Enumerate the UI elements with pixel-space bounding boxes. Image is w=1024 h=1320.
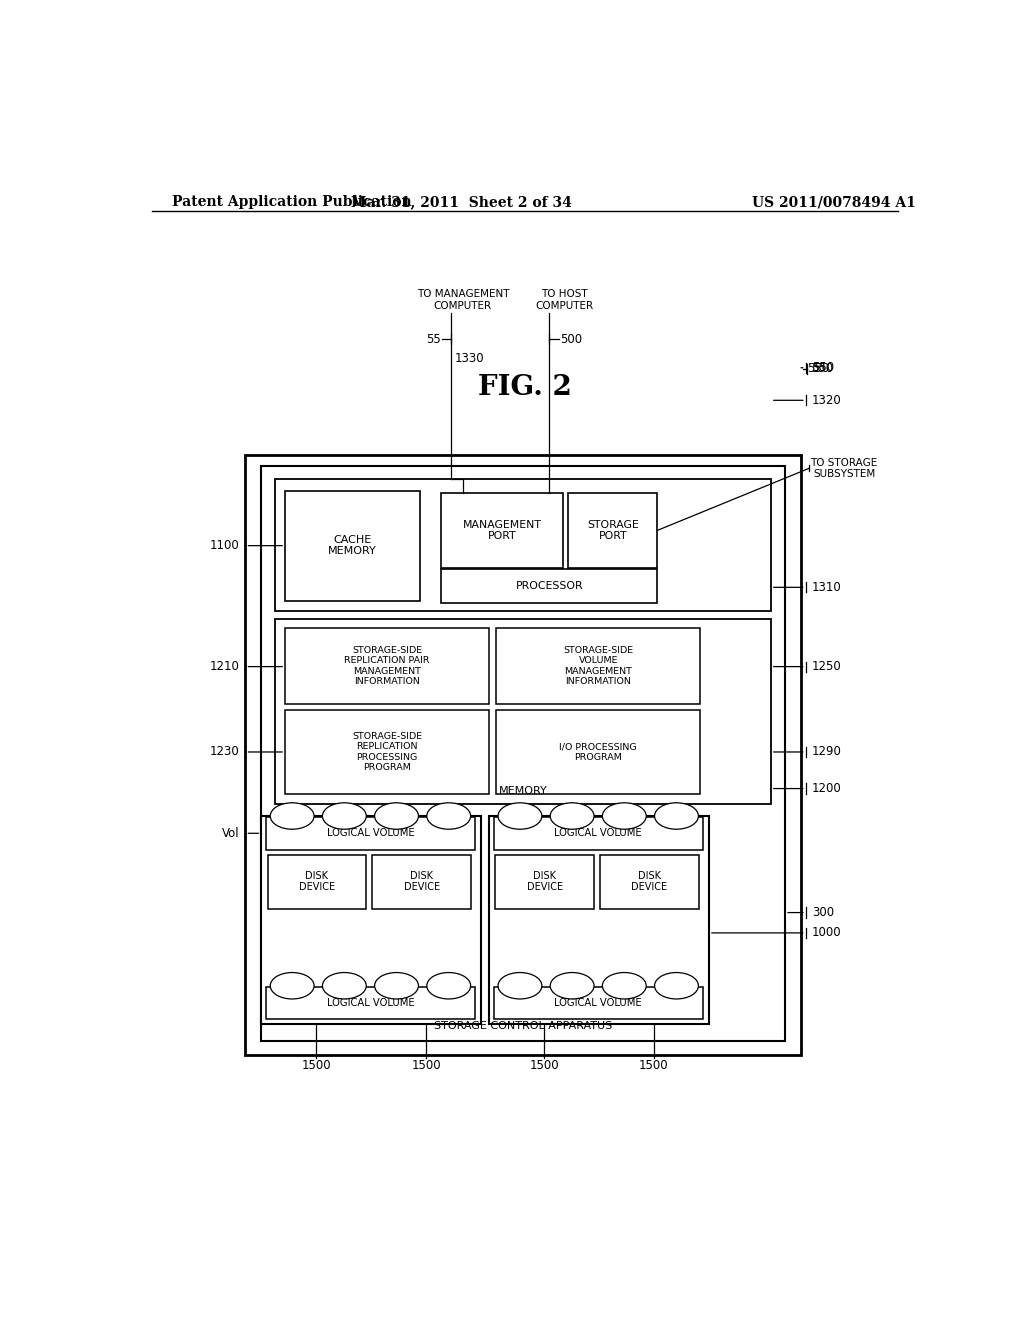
Bar: [261, 466, 785, 1040]
Text: 55: 55: [426, 333, 440, 346]
Text: Patent Application Publication: Patent Application Publication: [172, 195, 412, 209]
Text: 550: 550: [807, 362, 829, 375]
Text: 1500: 1500: [529, 1059, 559, 1072]
Text: STORAGE-SIDE
REPLICATION
PROCESSING
PROGRAM: STORAGE-SIDE REPLICATION PROCESSING PROG…: [352, 731, 422, 772]
Text: DISK
DEVICE: DISK DEVICE: [299, 871, 335, 892]
Text: 550: 550: [812, 362, 835, 375]
Text: PROCESSOR: PROCESSOR: [516, 581, 584, 591]
Bar: [494, 987, 702, 1019]
Ellipse shape: [602, 803, 646, 829]
Bar: [568, 492, 657, 568]
Bar: [285, 491, 420, 601]
Text: TO MANAGEMENT
COMPUTER: TO MANAGEMENT COMPUTER: [417, 289, 509, 312]
Text: 1000: 1000: [812, 927, 842, 940]
Text: 300: 300: [812, 906, 835, 919]
Text: 1100: 1100: [209, 539, 240, 552]
Ellipse shape: [323, 973, 367, 999]
Bar: [496, 854, 594, 908]
Text: Vol: Vol: [221, 826, 240, 840]
Text: Mar. 31, 2011  Sheet 2 of 34: Mar. 31, 2011 Sheet 2 of 34: [351, 195, 571, 209]
Text: 1320: 1320: [812, 393, 842, 407]
Text: DISK
DEVICE: DISK DEVICE: [403, 871, 439, 892]
Text: LOGICAL VOLUME: LOGICAL VOLUME: [327, 998, 415, 1008]
Bar: [274, 619, 771, 804]
Bar: [494, 817, 702, 850]
Text: TO HOST
COMPUTER: TO HOST COMPUTER: [536, 289, 594, 312]
Text: 1330: 1330: [455, 351, 484, 364]
Ellipse shape: [427, 973, 471, 999]
Ellipse shape: [498, 803, 542, 829]
Text: STORAGE-SIDE
VOLUME
MANAGEMENT
INFORMATION: STORAGE-SIDE VOLUME MANAGEMENT INFORMATI…: [563, 645, 633, 686]
Bar: [246, 455, 801, 1055]
Bar: [285, 628, 489, 704]
Text: DISK
DEVICE: DISK DEVICE: [526, 871, 563, 892]
Bar: [497, 628, 700, 704]
Text: 1500: 1500: [301, 1059, 331, 1072]
Ellipse shape: [323, 803, 367, 829]
Bar: [441, 569, 657, 602]
Bar: [600, 854, 698, 908]
Bar: [489, 816, 709, 1024]
Ellipse shape: [270, 803, 314, 829]
Text: MEMORY: MEMORY: [499, 785, 547, 796]
Bar: [266, 987, 475, 1019]
Bar: [441, 492, 563, 568]
Ellipse shape: [375, 973, 419, 999]
Text: 1250: 1250: [812, 660, 842, 673]
Text: STORAGE-SIDE
REPLICATION PAIR
MANAGEMENT
INFORMATION: STORAGE-SIDE REPLICATION PAIR MANAGEMENT…: [344, 645, 430, 686]
Text: 1310: 1310: [812, 581, 842, 594]
Text: 1290: 1290: [812, 746, 842, 759]
Text: CACHE
MEMORY: CACHE MEMORY: [329, 535, 377, 557]
Text: STORAGE CONTROL APPARATUS: STORAGE CONTROL APPARATUS: [434, 1022, 612, 1031]
Text: 1210: 1210: [209, 660, 240, 673]
Text: 1200: 1200: [812, 781, 842, 795]
Bar: [266, 817, 475, 850]
Ellipse shape: [654, 973, 698, 999]
Bar: [497, 710, 700, 793]
Text: US 2011/0078494 A1: US 2011/0078494 A1: [753, 195, 916, 209]
Ellipse shape: [602, 973, 646, 999]
Bar: [274, 479, 771, 611]
Text: 1230: 1230: [209, 746, 240, 759]
Ellipse shape: [654, 803, 698, 829]
Text: LOGICAL VOLUME: LOGICAL VOLUME: [554, 998, 642, 1008]
Text: 1500: 1500: [412, 1059, 441, 1072]
Text: FIG. 2: FIG. 2: [478, 374, 571, 400]
Bar: [267, 854, 367, 908]
Text: 550: 550: [811, 362, 834, 375]
Bar: [261, 816, 481, 1024]
Text: STORAGE
PORT: STORAGE PORT: [587, 520, 639, 541]
Ellipse shape: [270, 973, 314, 999]
Text: 1500: 1500: [639, 1059, 669, 1072]
Text: TO STORAGE
SUBSYSTEM: TO STORAGE SUBSYSTEM: [811, 458, 878, 479]
Text: DISK
DEVICE: DISK DEVICE: [632, 871, 668, 892]
Text: LOGICAL VOLUME: LOGICAL VOLUME: [327, 828, 415, 838]
Ellipse shape: [550, 803, 594, 829]
Bar: [373, 854, 471, 908]
Text: LOGICAL VOLUME: LOGICAL VOLUME: [554, 828, 642, 838]
Text: MANAGEMENT
PORT: MANAGEMENT PORT: [463, 520, 542, 541]
Ellipse shape: [498, 973, 542, 999]
Ellipse shape: [427, 803, 471, 829]
Text: I/O PROCESSING
PROGRAM: I/O PROCESSING PROGRAM: [559, 742, 637, 762]
Ellipse shape: [375, 803, 419, 829]
Ellipse shape: [550, 973, 594, 999]
Text: 500: 500: [560, 333, 583, 346]
Bar: [285, 710, 489, 793]
